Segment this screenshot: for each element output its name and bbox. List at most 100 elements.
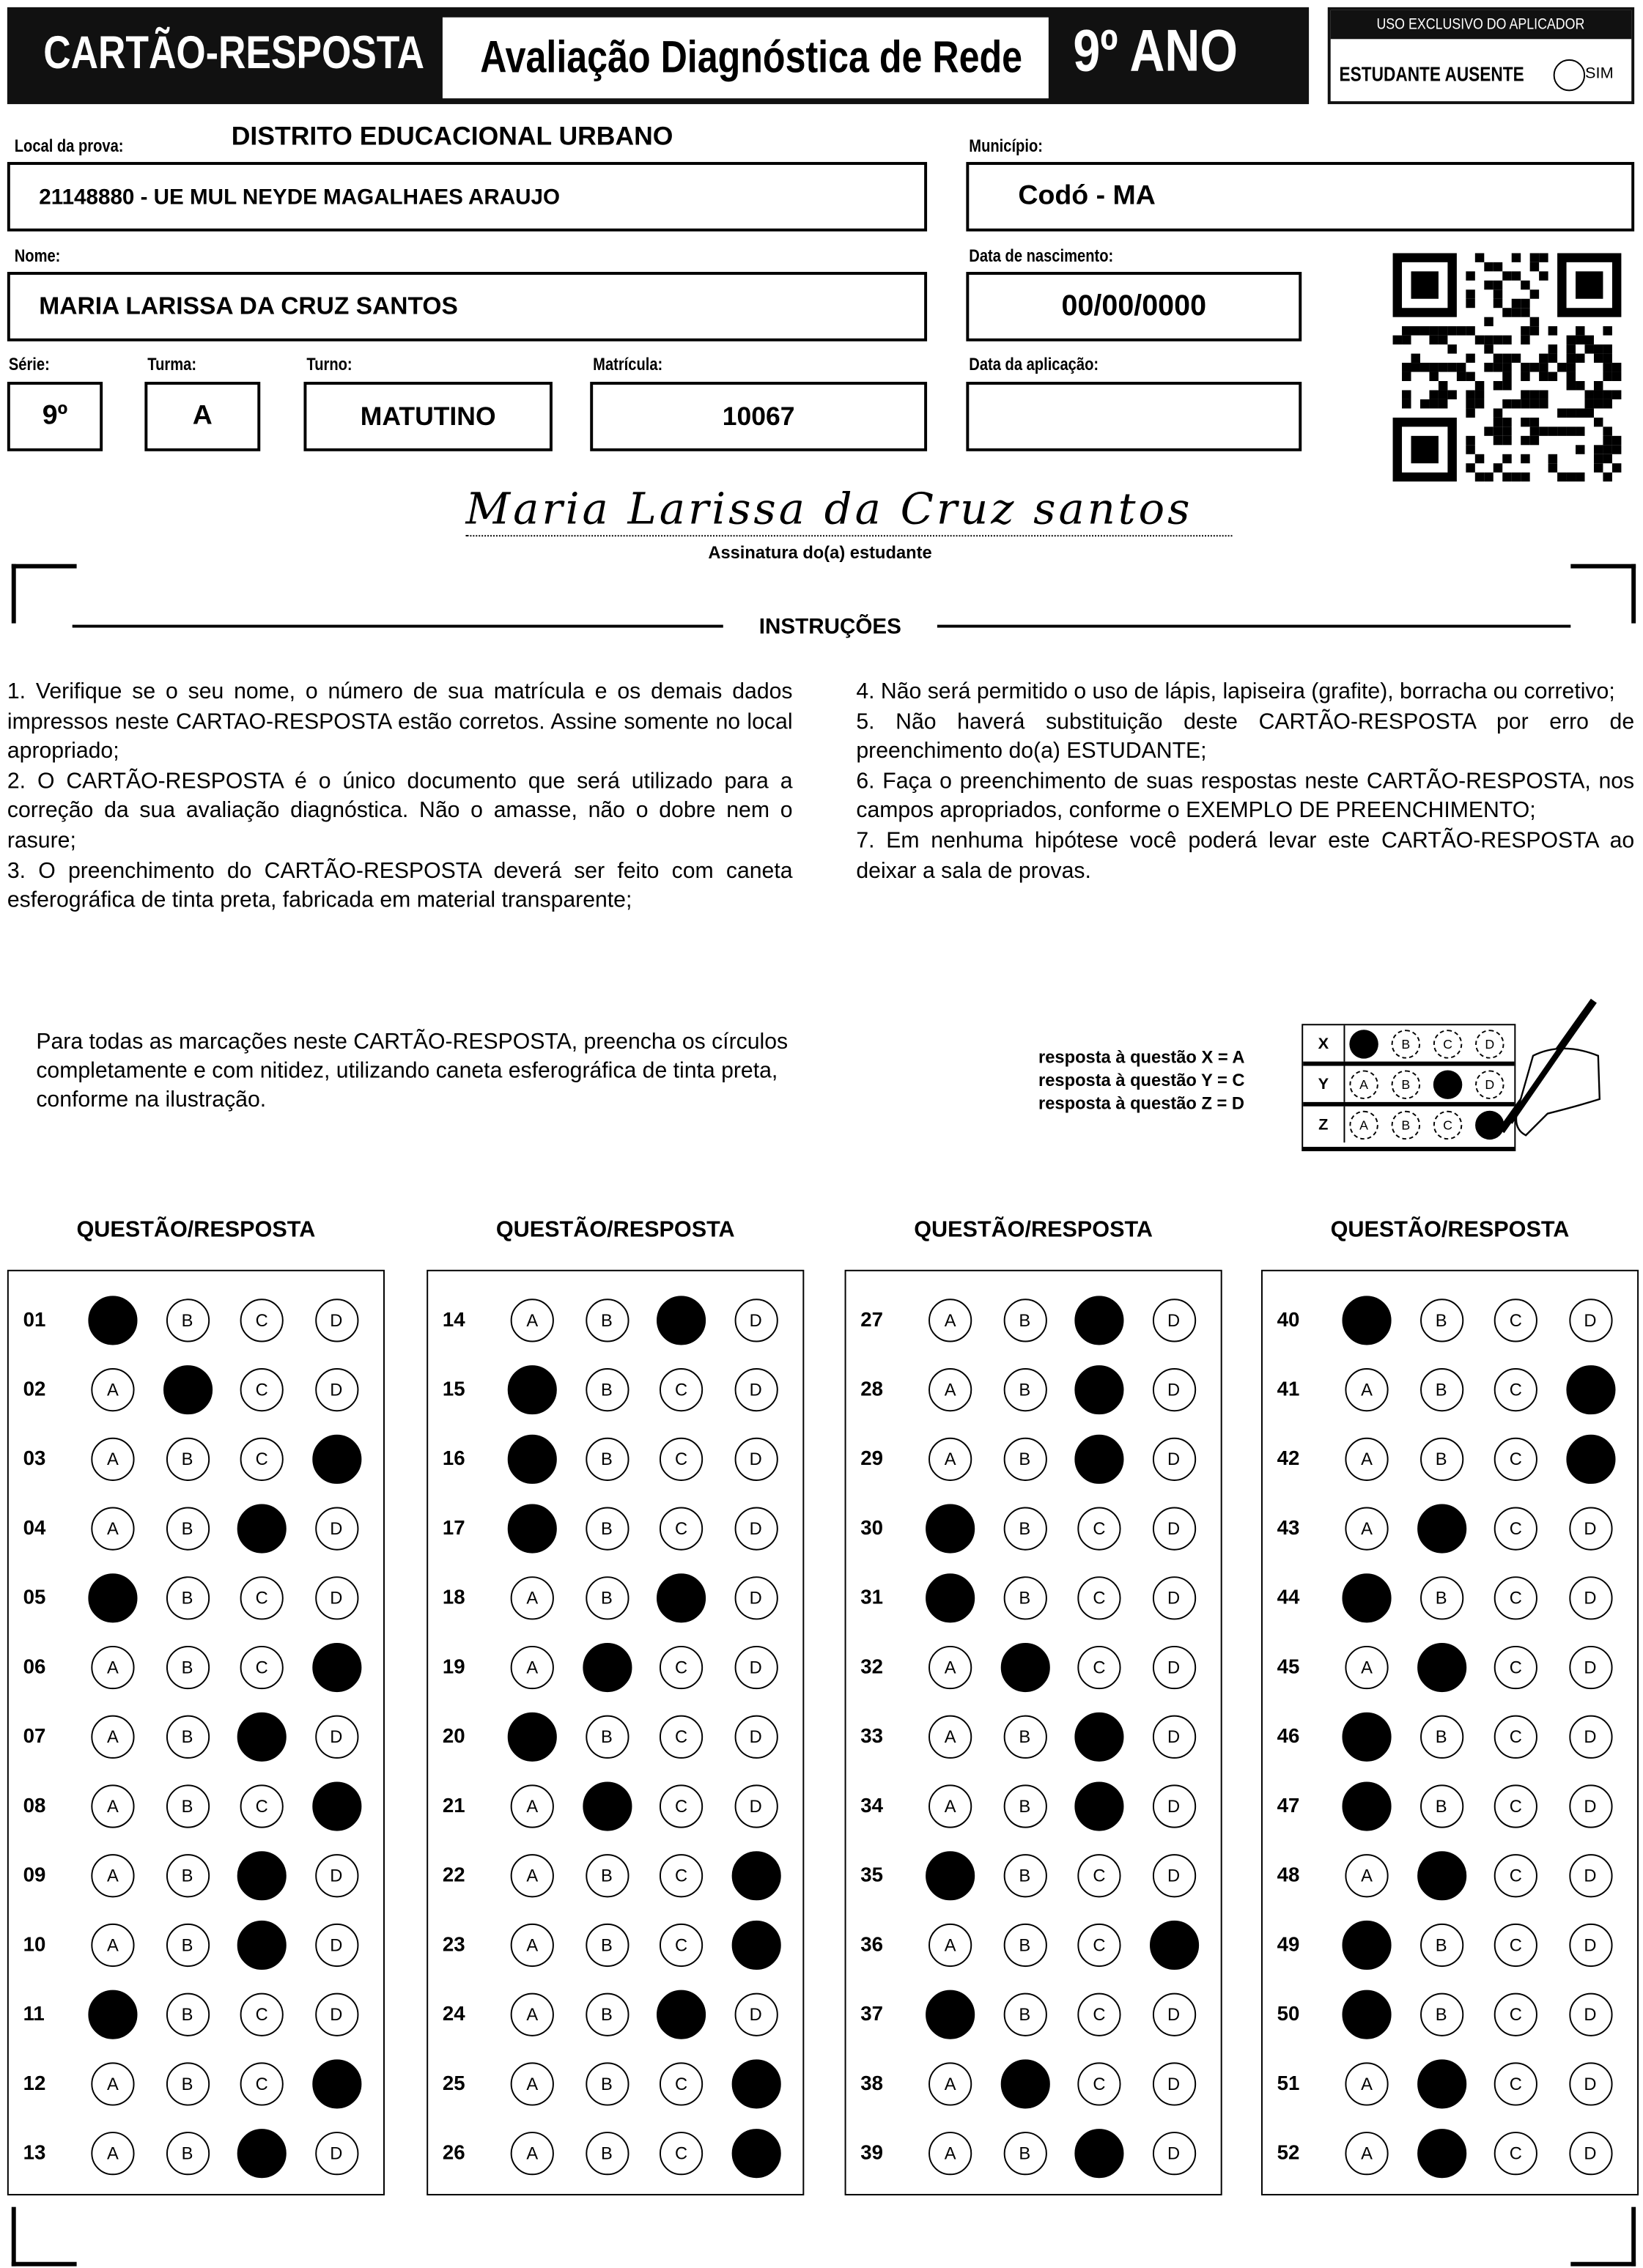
bubble-16-a-filled[interactable] xyxy=(507,1434,557,1484)
bubble-48-a[interactable]: A xyxy=(1345,1854,1389,1898)
bubble-22-d-filled[interactable] xyxy=(731,1851,780,1901)
bubble-25-a[interactable]: A xyxy=(510,2062,554,2106)
bubble-51-b-filled[interactable] xyxy=(1417,2059,1466,2109)
bubble-13-d[interactable]: D xyxy=(314,2132,358,2176)
bubble-50-d[interactable]: D xyxy=(1568,1992,1612,2036)
bubble-37-b[interactable]: B xyxy=(1003,1992,1046,2036)
bubble-42-d-filled[interactable] xyxy=(1565,1434,1615,1484)
bubble-40-d[interactable]: D xyxy=(1568,1299,1612,1342)
bubble-03-c[interactable]: C xyxy=(240,1437,284,1481)
bubble-21-b-filled[interactable] xyxy=(582,1781,632,1831)
bubble-23-b[interactable]: B xyxy=(585,1923,629,1968)
bubble-33-d[interactable]: D xyxy=(1151,1715,1196,1759)
bubble-05-b[interactable]: B xyxy=(165,1576,210,1620)
bubble-32-d[interactable]: D xyxy=(1151,1645,1196,1690)
bubble-01-d[interactable]: D xyxy=(314,1299,358,1342)
bubble-03-a[interactable]: A xyxy=(91,1437,135,1481)
bubble-10-d[interactable]: D xyxy=(314,1923,358,1968)
bubble-22-c[interactable]: C xyxy=(659,1854,704,1898)
bubble-04-d[interactable]: D xyxy=(314,1507,358,1551)
bubble-51-a[interactable]: A xyxy=(1345,2062,1389,2106)
bubble-17-d[interactable]: D xyxy=(734,1507,778,1551)
bubble-45-a[interactable]: A xyxy=(1345,1645,1389,1690)
bubble-43-a[interactable]: A xyxy=(1345,1507,1389,1551)
bubble-02-a[interactable]: A xyxy=(91,1368,135,1412)
bubble-42-c[interactable]: C xyxy=(1494,1437,1537,1481)
bubble-31-b[interactable]: B xyxy=(1003,1576,1046,1620)
bubble-41-b[interactable]: B xyxy=(1419,1368,1463,1412)
bubble-27-d[interactable]: D xyxy=(1151,1299,1196,1342)
bubble-39-a[interactable]: A xyxy=(928,2132,972,2176)
bubble-48-c[interactable]: C xyxy=(1494,1854,1537,1898)
bubble-48-b-filled[interactable] xyxy=(1417,1851,1466,1901)
bubble-03-b[interactable]: B xyxy=(165,1437,210,1481)
bubble-28-a[interactable]: A xyxy=(928,1368,972,1412)
bubble-14-c-filled[interactable] xyxy=(657,1296,706,1345)
bubble-38-c[interactable]: C xyxy=(1077,2062,1121,2106)
bubble-49-d[interactable]: D xyxy=(1568,1923,1612,1968)
bubble-31-a-filled[interactable] xyxy=(926,1573,975,1623)
bubble-34-c-filled[interactable] xyxy=(1074,1781,1124,1831)
bubble-18-b[interactable]: B xyxy=(585,1576,629,1620)
bubble-39-d[interactable]: D xyxy=(1151,2132,1196,2176)
bubble-18-d[interactable]: D xyxy=(734,1576,778,1620)
bubble-52-b-filled[interactable] xyxy=(1417,2129,1466,2179)
bubble-52-c[interactable]: C xyxy=(1494,2132,1537,2176)
bubble-12-a[interactable]: A xyxy=(91,2062,135,2106)
bubble-30-b[interactable]: B xyxy=(1003,1507,1046,1551)
bubble-32-a[interactable]: A xyxy=(928,1645,972,1690)
bubble-06-b[interactable]: B xyxy=(165,1645,210,1690)
bubble-04-b[interactable]: B xyxy=(165,1507,210,1551)
bubble-06-d-filled[interactable] xyxy=(311,1642,361,1693)
bubble-20-b[interactable]: B xyxy=(585,1715,629,1759)
bubble-26-a[interactable]: A xyxy=(510,2132,554,2176)
bubble-28-b[interactable]: B xyxy=(1003,1368,1046,1412)
bubble-18-c-filled[interactable] xyxy=(657,1573,706,1623)
bubble-11-d[interactable]: D xyxy=(314,1992,358,2036)
bubble-09-b[interactable]: B xyxy=(165,1854,210,1898)
bubble-50-b[interactable]: B xyxy=(1419,1992,1463,2036)
bubble-11-c[interactable]: C xyxy=(240,1992,284,2036)
bubble-29-a[interactable]: A xyxy=(928,1437,972,1481)
bubble-14-d[interactable]: D xyxy=(734,1299,778,1342)
bubble-42-a[interactable]: A xyxy=(1345,1437,1389,1481)
bubble-09-a[interactable]: A xyxy=(91,1854,135,1898)
bubble-24-d[interactable]: D xyxy=(734,1992,778,2036)
bubble-15-a-filled[interactable] xyxy=(507,1365,557,1415)
bubble-31-d[interactable]: D xyxy=(1151,1576,1196,1620)
bubble-46-d[interactable]: D xyxy=(1568,1715,1612,1759)
bubble-31-c[interactable]: C xyxy=(1077,1576,1121,1620)
bubble-35-c[interactable]: C xyxy=(1077,1854,1121,1898)
bubble-02-c[interactable]: C xyxy=(240,1368,284,1412)
bubble-04-a[interactable]: A xyxy=(91,1507,135,1551)
bubble-07-a[interactable]: A xyxy=(91,1715,135,1759)
bubble-04-c-filled[interactable] xyxy=(237,1504,287,1554)
bubble-34-b[interactable]: B xyxy=(1003,1784,1046,1828)
absent-checkbox[interactable] xyxy=(1553,59,1586,92)
bubble-47-a-filled[interactable] xyxy=(1342,1781,1392,1831)
bubble-20-d[interactable]: D xyxy=(734,1715,778,1759)
bubble-38-b-filled[interactable] xyxy=(1000,2059,1049,2109)
bubble-21-a[interactable]: A xyxy=(510,1784,554,1828)
bubble-44-b[interactable]: B xyxy=(1419,1576,1463,1620)
bubble-25-d-filled[interactable] xyxy=(731,2059,780,2109)
bubble-22-a[interactable]: A xyxy=(510,1854,554,1898)
bubble-05-a-filled[interactable] xyxy=(88,1573,138,1623)
bubble-28-d[interactable]: D xyxy=(1151,1368,1196,1412)
bubble-19-d[interactable]: D xyxy=(734,1645,778,1690)
bubble-29-b[interactable]: B xyxy=(1003,1437,1046,1481)
bubble-09-d[interactable]: D xyxy=(314,1854,358,1898)
bubble-02-d[interactable]: D xyxy=(314,1368,358,1412)
bubble-21-c[interactable]: C xyxy=(659,1784,704,1828)
bubble-16-c[interactable]: C xyxy=(659,1437,704,1481)
bubble-36-b[interactable]: B xyxy=(1003,1923,1046,1968)
bubble-23-a[interactable]: A xyxy=(510,1923,554,1968)
bubble-49-c[interactable]: C xyxy=(1494,1923,1537,1968)
bubble-13-a[interactable]: A xyxy=(91,2132,135,2176)
bubble-44-c[interactable]: C xyxy=(1494,1576,1537,1620)
bubble-29-c-filled[interactable] xyxy=(1074,1434,1124,1484)
bubble-32-c[interactable]: C xyxy=(1077,1645,1121,1690)
bubble-52-d[interactable]: D xyxy=(1568,2132,1612,2176)
bubble-23-c[interactable]: C xyxy=(659,1923,704,1968)
bubble-40-c[interactable]: C xyxy=(1494,1299,1537,1342)
